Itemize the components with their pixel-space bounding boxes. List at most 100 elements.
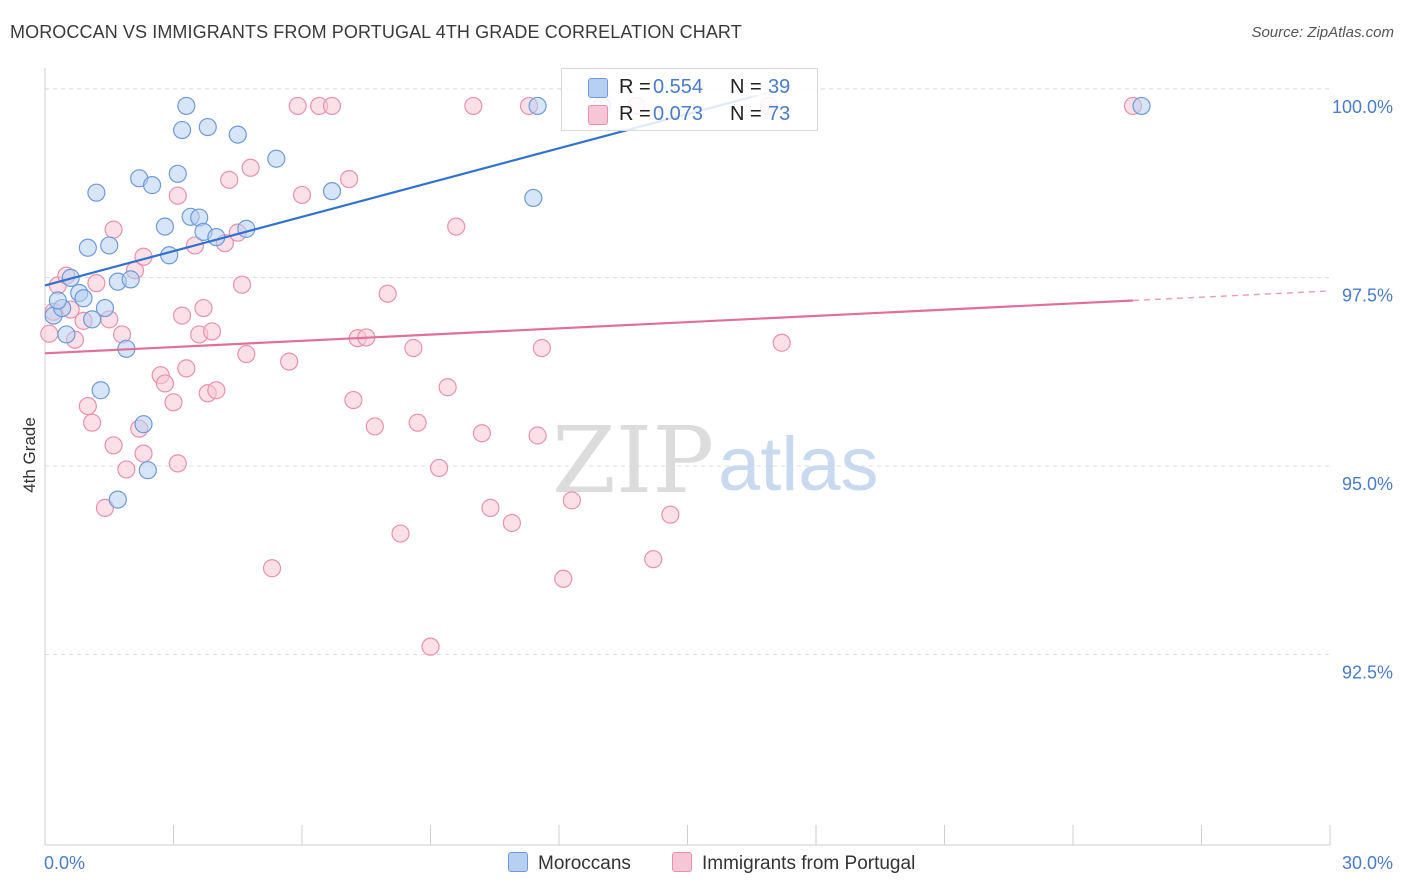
moroccan-point	[267, 149, 286, 168]
portugal-point	[429, 458, 449, 478]
portugal-point	[340, 169, 359, 189]
y-axis-title: 4th Grade	[20, 417, 39, 493]
y-tick-label: 95.0%	[1342, 474, 1393, 494]
legend-swatch-pink	[588, 105, 608, 125]
moroccan-point	[142, 176, 162, 195]
portugal-point	[232, 275, 252, 294]
moroccan-point	[172, 120, 192, 140]
moroccan-point	[57, 325, 76, 344]
moroccan-point	[177, 96, 196, 116]
portugal-point	[177, 359, 196, 378]
portugal-point	[40, 324, 59, 343]
moroccan-point	[91, 381, 110, 400]
axes	[44, 68, 1331, 846]
portugal-point	[134, 444, 153, 463]
moroccan-point	[95, 298, 115, 318]
bottom-legend-swatch-pink	[672, 852, 692, 872]
portugal-points	[40, 96, 1143, 656]
moroccan-point	[168, 164, 187, 183]
moroccan-point	[1132, 96, 1151, 116]
portugal-point	[644, 550, 663, 569]
moroccan-point	[138, 461, 157, 480]
portugal-point	[378, 284, 397, 303]
moroccan-point	[155, 217, 175, 236]
portugal-point	[554, 569, 573, 588]
moroccan-point	[83, 310, 102, 329]
correlation-legend: R = 0.554 N = 39 R = 0.073 N = 73	[561, 68, 818, 131]
legend-r-label: R =	[619, 103, 651, 125]
portugal-point	[391, 524, 410, 543]
portugal-point	[83, 413, 102, 432]
portugal-point	[168, 454, 187, 473]
portugal-point	[280, 352, 299, 371]
grid-lines	[45, 88, 1330, 656]
bottom-legend-swatch-blue	[508, 852, 528, 872]
portugal-point	[661, 505, 680, 524]
portugal-point	[220, 170, 239, 189]
portugal-point	[322, 96, 342, 116]
portugal-point	[528, 426, 547, 445]
chart-title: MOROCCAN VS IMMIGRANTS FROM PORTUGAL 4TH…	[10, 22, 742, 42]
portugal-point	[194, 298, 213, 318]
portugal-point	[207, 381, 226, 400]
portugal-point	[292, 185, 312, 205]
moroccan-point	[74, 289, 93, 308]
watermark-atlas: atlas	[718, 422, 879, 507]
portugal-trend-line	[44, 299, 1134, 355]
portugal-point	[438, 378, 457, 397]
moroccan-points	[44, 96, 1151, 509]
moroccan-point	[160, 246, 179, 265]
moroccan-point	[87, 183, 106, 202]
portugal-point	[404, 338, 423, 358]
portugal-point	[95, 498, 115, 517]
legend-r-value: 0.073	[653, 103, 704, 125]
bottom-legend-label-moroccans: Moroccans	[538, 853, 631, 874]
moroccan-point	[198, 117, 217, 137]
bottom-legend-moroccans: Moroccans	[508, 852, 631, 875]
portugal-point	[472, 424, 491, 443]
x-tick-label-min: 0.0%	[44, 853, 85, 873]
portugal-point	[168, 186, 187, 205]
portugal-point	[104, 436, 123, 455]
moroccan-point	[100, 236, 119, 255]
legend-r-label: R =	[619, 76, 651, 98]
portugal-point	[164, 393, 183, 412]
portugal-point	[464, 96, 483, 116]
portugal-point	[481, 498, 500, 517]
portugal-point	[288, 96, 307, 116]
portugal-point	[421, 637, 440, 656]
source-credit: Source: ZipAtlas.com	[1251, 24, 1394, 41]
portugal-point	[365, 417, 384, 436]
portugal-point	[78, 396, 97, 416]
moroccan-point	[108, 490, 127, 509]
moroccan-point	[237, 219, 256, 238]
x-tick-label-max: 30.0%	[1342, 853, 1393, 873]
legend-n-label: N =	[730, 76, 762, 98]
moroccan-point	[524, 188, 543, 208]
portugal-point	[172, 306, 192, 325]
moroccan-point	[228, 125, 247, 144]
moroccan-point	[322, 182, 342, 201]
moroccan-point	[121, 270, 140, 289]
portugal-point	[262, 559, 282, 578]
moroccan-point	[48, 291, 67, 310]
portugal-point	[104, 220, 123, 239]
y-tick-label: 100.0%	[1332, 97, 1393, 117]
portugal-point	[155, 374, 175, 393]
portugal-trend-line-extension	[1132, 290, 1331, 302]
legend-n-label: N =	[730, 103, 762, 125]
portugal-point	[772, 333, 791, 352]
legend-n-value: 39	[768, 76, 791, 98]
portugal-point	[562, 491, 581, 510]
portugal-point	[344, 390, 363, 410]
portugal-point	[117, 460, 136, 479]
portugal-point	[202, 322, 222, 341]
portugal-point	[241, 158, 260, 177]
moroccan-point	[78, 238, 97, 257]
portugal-point	[532, 338, 551, 358]
y-tick-labels: 92.5% 95.0% 97.5% 100.0%	[1332, 97, 1393, 683]
portugal-point	[447, 217, 466, 236]
portugal-point	[408, 413, 427, 432]
legend-n-value: 73	[768, 103, 791, 125]
